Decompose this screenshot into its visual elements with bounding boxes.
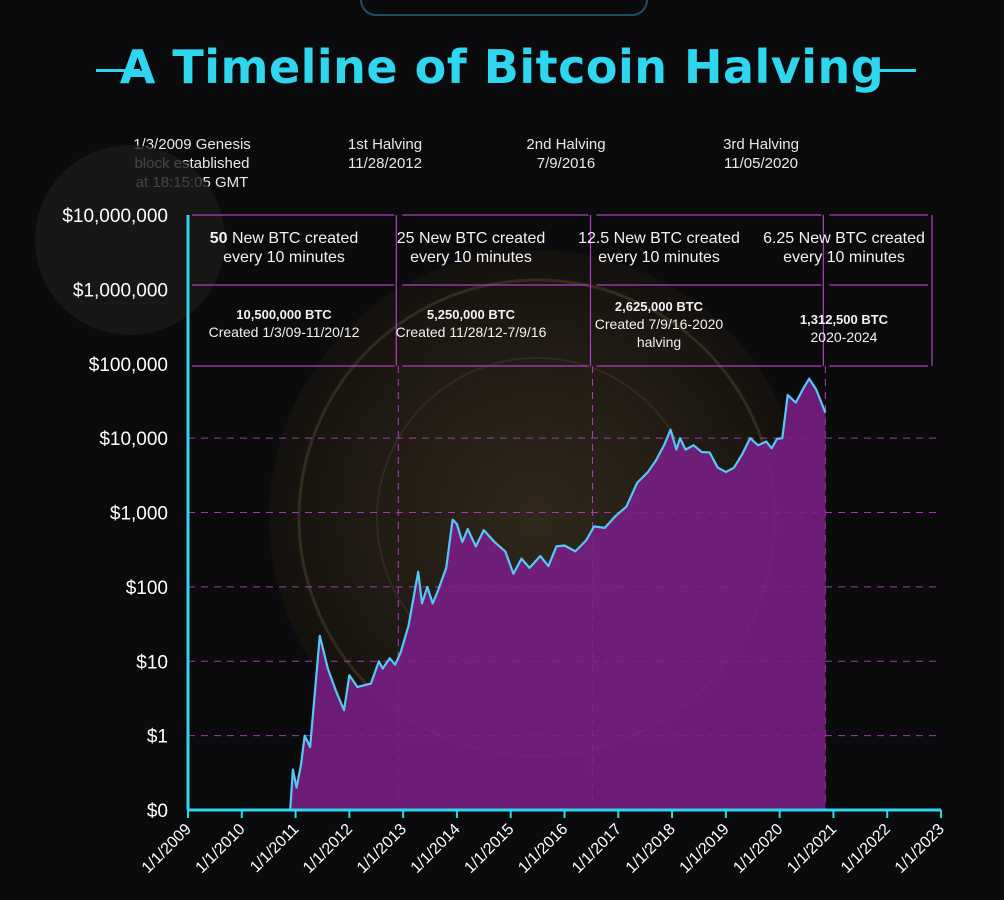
- era-4-reward-line2: every 10 minutes: [783, 249, 905, 266]
- era-4-reward-text: 6.25 New BTC created: [763, 230, 925, 247]
- era-4-reward: 6.25 New BTC created every 10 minutes: [754, 229, 934, 267]
- era-1-supply: 10,500,000 BTC Created 1/3/09-11/20/12: [192, 307, 376, 341]
- era-1-reward-num: 50: [209, 230, 228, 247]
- y-tick-label-0: $0: [147, 801, 168, 822]
- x-tick-label-1: 1/1/2010: [193, 821, 249, 877]
- era-4-supply-amount: 1,312,500 BTC: [799, 312, 889, 327]
- era-2-reward: 25 New BTC created every 10 minutes: [378, 229, 564, 267]
- era-2-supply: 5,250,000 BTC Created 11/28/12-7/9/16: [378, 307, 564, 341]
- title-rule-left: [96, 69, 140, 72]
- x-tick-label-14: 1/1/2023: [892, 821, 948, 877]
- x-tick-label-2: 1/1/2011: [247, 821, 302, 876]
- y-tick-label-6: $100,000: [89, 355, 168, 376]
- title-rule-right: [872, 69, 916, 72]
- x-tick-label-0: 1/1/2009: [139, 821, 195, 877]
- era-1-reward-text: New BTC created: [227, 230, 359, 247]
- era-2-reward-line2: every 10 minutes: [410, 249, 532, 266]
- era-3-reward-text: 12.5 New BTC created: [578, 230, 740, 247]
- event-halving-1-line1: 1st Halving: [347, 136, 423, 153]
- x-tick-label-11: 1/1/2020: [730, 821, 786, 877]
- x-tick-label-9: 1/1/2018: [623, 821, 679, 877]
- x-tick-label-13: 1/1/2022: [838, 821, 894, 877]
- x-tick-label-10: 1/1/2019: [677, 821, 733, 877]
- y-tick-label-3: $100: [126, 578, 168, 599]
- event-genesis-line1: 1/3/2009 Genesis: [133, 136, 251, 153]
- x-tick-label-3: 1/1/2012: [300, 821, 356, 877]
- era-4-supply-period: 2020-2024: [810, 329, 878, 345]
- event-halving-2-line2: 7/9/2016: [536, 155, 596, 172]
- era-3-supply-amount: 2,625,000 BTC: [614, 299, 704, 314]
- x-tick-label-5: 1/1/2014: [408, 821, 464, 877]
- page-title: A Timeline of Bitcoin Halving: [119, 40, 885, 94]
- y-tick-label-5: $10,000: [99, 429, 168, 450]
- y-tick-label-7: $1,000,000: [73, 280, 168, 301]
- era-1-reward-line2: every 10 minutes: [223, 249, 345, 266]
- y-tick-label-1: $1: [147, 727, 168, 748]
- event-halving-3-line2: 11/05/2020: [724, 155, 798, 172]
- era-1-supply-amount: 10,500,000 BTC: [236, 307, 332, 322]
- event-halving-2: 2nd Halving 7/9/2016: [466, 135, 666, 173]
- era-3-reward-line2: every 10 minutes: [598, 249, 720, 266]
- y-tick-label-4: $1,000: [110, 504, 168, 525]
- event-halving-2-line1: 2nd Halving: [526, 136, 606, 153]
- x-tick-label-6: 1/1/2015: [461, 821, 517, 877]
- x-tick-label-8: 1/1/2017: [569, 821, 625, 877]
- title-wrap: A Timeline of Bitcoin Halving: [0, 40, 1004, 94]
- era-3-supply-period: Created 7/9/16-2020: [594, 316, 724, 332]
- era-3-supply-period2: halving: [636, 334, 682, 350]
- era-2-supply-amount: 5,250,000 BTC: [426, 307, 516, 322]
- x-tick-label-4: 1/1/2013: [354, 821, 410, 877]
- x-tick-label-12: 1/1/2021: [784, 821, 840, 877]
- event-halving-3-line1: 3rd Halving: [723, 136, 799, 153]
- era-4-supply: 1,312,500 BTC 2020-2024: [754, 312, 934, 346]
- price-area: [290, 378, 826, 810]
- event-halving-1: 1st Halving 11/28/2012: [285, 135, 485, 173]
- era-2-reward-text: 25 New BTC created: [396, 230, 546, 247]
- x-tick-label-7: 1/1/2016: [515, 821, 571, 877]
- event-halving-3: 3rd Halving 11/05/2020: [661, 135, 861, 173]
- era-3-supply: 2,625,000 BTC Created 7/9/16-2020 halvin…: [566, 299, 752, 351]
- y-tick-label-2: $10: [136, 652, 168, 673]
- event-halving-1-line2: 11/28/2012: [348, 155, 422, 172]
- era-1-supply-period: Created 1/3/09-11/20/12: [208, 324, 360, 340]
- price-line: [289, 377, 827, 811]
- era-2-supply-period: Created 11/28/12-7/9/16: [395, 324, 547, 340]
- era-3-reward: 12.5 New BTC created every 10 minutes: [566, 229, 752, 267]
- era-1-reward: 50 New BTC created every 10 minutes: [192, 229, 376, 267]
- y-tick-label-8: $10,000,000: [62, 206, 168, 227]
